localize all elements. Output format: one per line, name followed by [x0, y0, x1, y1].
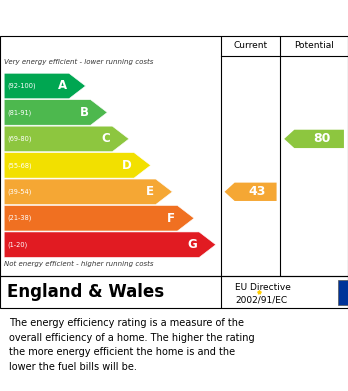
Text: B: B: [80, 106, 89, 119]
Text: Not energy efficient - higher running costs: Not energy efficient - higher running co…: [4, 261, 154, 267]
Text: (21-38): (21-38): [7, 215, 31, 221]
Polygon shape: [4, 206, 194, 231]
Text: E: E: [146, 185, 154, 198]
Text: Current: Current: [234, 41, 268, 50]
Text: (39-54): (39-54): [7, 188, 31, 195]
Text: D: D: [122, 159, 132, 172]
Polygon shape: [4, 152, 151, 178]
Text: (69-80): (69-80): [7, 136, 31, 142]
Text: England & Wales: England & Wales: [7, 283, 164, 301]
Polygon shape: [4, 179, 172, 204]
Text: The energy efficiency rating is a measure of the
overall efficiency of a home. T: The energy efficiency rating is a measur…: [9, 318, 254, 371]
Text: (1-20): (1-20): [7, 242, 27, 248]
Text: A: A: [58, 79, 67, 93]
Polygon shape: [4, 100, 107, 125]
Polygon shape: [224, 183, 277, 201]
Text: 80: 80: [313, 133, 330, 145]
Text: (92-100): (92-100): [7, 83, 35, 89]
Polygon shape: [4, 232, 216, 257]
Polygon shape: [4, 126, 129, 152]
Text: 43: 43: [248, 185, 266, 198]
Text: (55-68): (55-68): [7, 162, 32, 169]
Text: G: G: [187, 238, 197, 251]
Text: F: F: [167, 212, 175, 225]
Text: 2002/91/EC: 2002/91/EC: [235, 295, 287, 304]
Polygon shape: [284, 130, 344, 148]
Text: Potential: Potential: [294, 41, 334, 50]
Text: EU Directive: EU Directive: [235, 283, 291, 292]
Text: Energy Efficiency Rating: Energy Efficiency Rating: [9, 11, 219, 26]
Polygon shape: [4, 73, 86, 99]
Text: C: C: [102, 133, 110, 145]
Text: (81-91): (81-91): [7, 109, 31, 116]
FancyBboxPatch shape: [338, 280, 348, 305]
Text: Very energy efficient - lower running costs: Very energy efficient - lower running co…: [4, 59, 153, 65]
